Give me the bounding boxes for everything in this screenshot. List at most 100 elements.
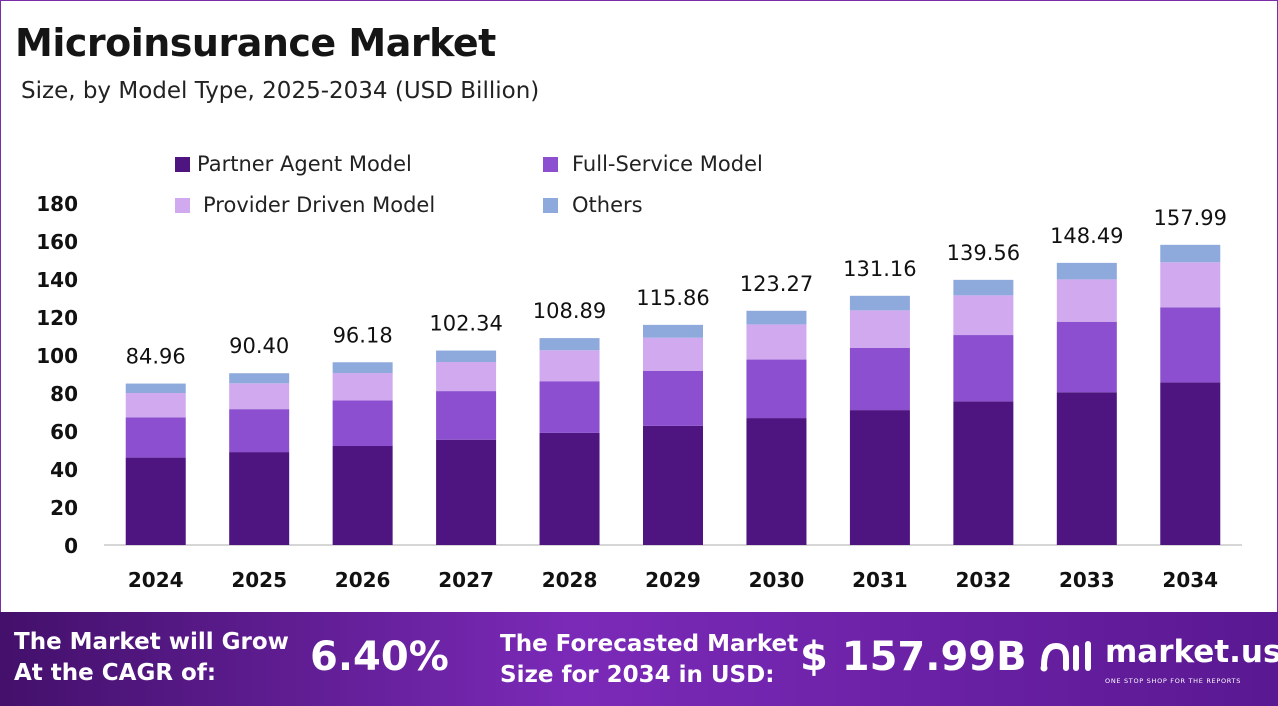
bar-segment-1 (229, 452, 290, 545)
bar-segment-3 (436, 362, 497, 392)
forecast-label-line2: Size for 2034 in USD: (500, 662, 775, 688)
bar-segment-1 (849, 410, 910, 545)
bar-total-label: 131.16 (843, 257, 916, 281)
bar-segment-3 (1056, 279, 1117, 322)
x-tick-label: 2029 (645, 568, 701, 592)
bar-segment-3 (746, 324, 807, 360)
cagr-label-line1: The Market will Grow (14, 629, 289, 655)
bar-segment-2 (436, 391, 497, 440)
footer-banner: The Market will Grow At the CAGR of: 6.4… (0, 612, 1278, 706)
y-tick-label: 100 (36, 344, 78, 368)
brand-name: market.us (1105, 634, 1278, 670)
forecast-value: $ 157.99B (800, 634, 1027, 680)
legend-item-provider-driven: Provider Driven Model (175, 193, 435, 217)
bar-segment-3 (849, 310, 910, 348)
y-tick-label: 160 (36, 230, 78, 254)
bar-segment-1 (643, 425, 703, 545)
x-tick-label: 2028 (542, 568, 598, 592)
legend-label: Others (572, 193, 643, 217)
x-tick-label: 2027 (438, 568, 494, 592)
legend-item-full-service: Full-Service Model (543, 152, 763, 176)
bar-segment-1 (746, 418, 807, 545)
bar-total-label: 139.56 (947, 241, 1020, 265)
bar-segment-3 (1160, 262, 1221, 308)
bar-segment-4 (1160, 244, 1221, 263)
cagr-label-line2: At the CAGR of: (14, 660, 217, 686)
bar-segment-1 (1056, 392, 1117, 545)
bar-segment-4 (1056, 262, 1117, 280)
bar-total-label: 102.34 (429, 312, 502, 336)
bar-total-label: 84.96 (126, 345, 186, 369)
bar-total-label: 157.99 (1154, 206, 1227, 230)
y-tick-label: 180 (36, 192, 78, 216)
bar-segment-4 (125, 383, 186, 393)
forecast-label: The Forecasted Market Size for 2034 in U… (500, 629, 798, 691)
x-tick-label: 2031 (852, 568, 908, 592)
bar-segment-4 (849, 295, 910, 311)
bar-segment-4 (539, 338, 600, 351)
bar-segment-4 (332, 362, 393, 374)
legend-label: Partner Agent Model (197, 152, 412, 176)
bar-segment-1 (1160, 382, 1221, 545)
x-tick-label: 2025 (231, 568, 287, 592)
y-tick-label: 20 (50, 496, 78, 520)
legend-swatch-others (543, 197, 558, 213)
bar-segment-3 (539, 350, 600, 382)
legend-item-partner-agent: Partner Agent Model (175, 152, 412, 176)
bar-segment-3 (125, 393, 186, 418)
bar-segment-4 (746, 310, 807, 325)
legend-label: Full-Service Model (572, 152, 763, 176)
x-tick-label: 2033 (1059, 568, 1115, 592)
bar-segment-1 (539, 432, 600, 545)
bar-segment-4 (643, 324, 703, 338)
legend-swatch-provider-driven (175, 197, 190, 213)
bar-segment-4 (436, 350, 497, 363)
bar-segment-4 (229, 373, 290, 384)
chart-subtitle: Size, by Model Type, 2025-2034 (USD Bill… (21, 78, 540, 104)
x-tick-label: 2034 (1162, 568, 1218, 592)
bar-segment-1 (332, 446, 393, 545)
bar-segment-2 (125, 417, 186, 458)
bar-segment-1 (953, 401, 1014, 545)
bar-segment-2 (1160, 307, 1221, 383)
bar-segment-3 (953, 295, 1014, 336)
chart-plot: 0 20 40 60 80 100 120 140 160 180 84.96 2024 90.40 20… (36, 192, 1242, 592)
bar-total-label: 90.40 (229, 334, 289, 358)
y-tick-label: 0 (64, 534, 78, 558)
cagr-value: 6.40% (310, 634, 449, 680)
bar-segment-1 (125, 457, 186, 545)
bar-total-label: 108.89 (533, 299, 606, 323)
y-tick-label: 40 (50, 458, 78, 482)
bar-segment-2 (953, 335, 1014, 402)
brand-logo: market.us ONE STOP SHOP FOR THE REPORTS (1038, 634, 1278, 686)
bar-total-label: 115.86 (636, 286, 709, 310)
cagr-label: The Market will Grow At the CAGR of: (14, 627, 289, 689)
legend-swatch-partner-agent (175, 156, 190, 172)
y-tick-label: 140 (36, 268, 78, 292)
bar-segment-3 (332, 373, 393, 401)
x-tick-label: 2026 (335, 568, 391, 592)
bar-segment-2 (332, 400, 393, 447)
bar-segment-2 (1056, 321, 1117, 393)
bar-segment-2 (643, 370, 703, 426)
bar-segment-4 (953, 279, 1014, 296)
legend-label: Provider Driven Model (203, 193, 436, 217)
legend-item-others: Others (543, 193, 643, 217)
x-tick-label: 2024 (128, 568, 184, 592)
forecast-label-line1: The Forecasted Market (500, 631, 799, 657)
brand-logo-icon (1040, 641, 1091, 672)
y-tick-label: 80 (50, 382, 78, 406)
chart-title: Microinsurance Market (15, 21, 496, 65)
bar-segment-3 (643, 337, 703, 371)
bar-total-label: 148.49 (1050, 224, 1123, 248)
bar-segment-2 (849, 347, 910, 411)
legend-swatch-full-service (543, 156, 558, 172)
y-tick-label: 60 (50, 420, 78, 444)
bar-total-label: 123.27 (740, 272, 813, 296)
bar-segment-2 (746, 359, 807, 419)
bar-total-label: 96.18 (333, 323, 393, 347)
bar-segment-1 (436, 439, 497, 545)
brand-tagline: ONE STOP SHOP FOR THE REPORTS (1105, 677, 1242, 685)
bar-segment-3 (229, 383, 290, 410)
bar-segment-2 (539, 381, 600, 433)
